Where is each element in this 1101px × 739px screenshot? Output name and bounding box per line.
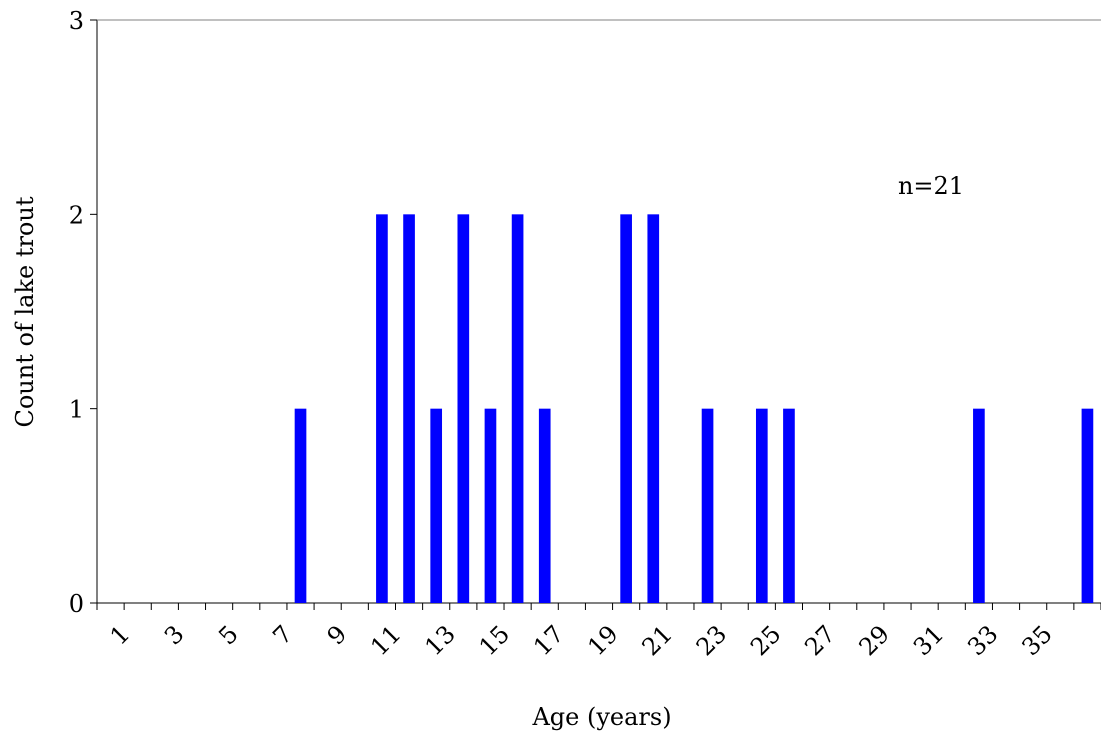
bar-age-21 [647,214,660,604]
x-tick-label: 23 [691,620,732,661]
bar-age-15 [484,408,497,603]
bar-age-8 [294,408,307,603]
x-tick-label: 27 [799,620,840,661]
x-tick-label: 29 [854,620,895,661]
bar-age-16 [511,214,524,604]
x-axis-label: Age (years) [531,703,671,731]
x-tick-label: 31 [908,620,949,661]
y-tick-label: 3 [69,7,84,35]
y-tick-label: 1 [69,396,84,424]
x-tick-label: 19 [582,620,623,661]
y-axis-label: Count of lake trout [11,196,39,427]
sample-size-annotation: n=21 [898,172,964,200]
x-tick-label: 17 [528,620,569,661]
bar-age-33 [973,408,985,603]
bar-age-25 [755,408,768,603]
bar-age-11 [376,214,388,604]
bar-age-17 [538,408,551,603]
x-tick-label: 35 [1016,620,1057,661]
x-tick-label: 3 [159,620,190,651]
bar-age-20 [620,214,632,604]
x-tick-label: 13 [419,620,460,661]
bar-age-13 [430,408,443,603]
x-tick-label: 9 [322,620,353,651]
x-tick-label: 5 [213,620,244,651]
chart-bars [294,214,1094,604]
bar-age-26 [783,408,795,603]
y-tick-label: 2 [69,201,84,229]
x-tick-label: 15 [474,620,515,661]
bar-age-23 [701,408,714,603]
y-tick-label: 0 [69,590,84,618]
x-tick-label: 25 [745,620,786,661]
bar-age-12 [403,214,415,604]
bar-age-37 [1081,408,1094,603]
x-tick-label: 1 [105,620,136,651]
x-tick-label: 11 [365,620,406,661]
chart-labels: Count of lake trout Age (years) n=21 [11,172,964,731]
x-tick-label: 33 [962,620,1003,661]
x-tick-label: 7 [267,620,298,651]
x-tick-label: 21 [637,620,678,661]
bar-age-14 [457,214,470,604]
